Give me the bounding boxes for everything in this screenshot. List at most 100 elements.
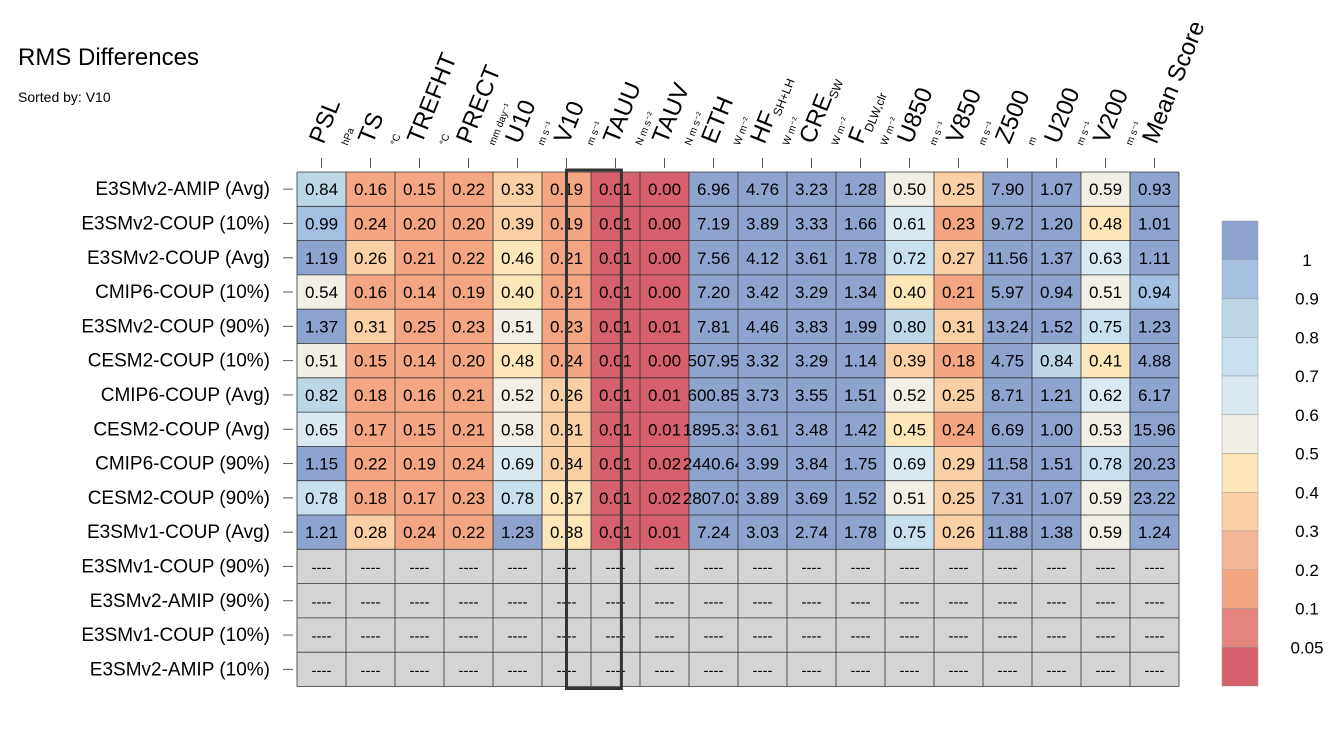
heatmap-cell	[493, 652, 542, 687]
heatmap-cell	[836, 515, 885, 550]
cell-value: 0.48	[501, 352, 534, 371]
colorbar-label: 0.8	[1295, 328, 1319, 347]
heatmap-cell	[444, 412, 493, 447]
cell-value: 0.22	[452, 180, 485, 199]
cell-value: 0.01	[599, 523, 632, 542]
heatmap-cell	[640, 652, 689, 687]
heatmap-cell	[787, 309, 836, 344]
colorbar-segment	[1221, 569, 1259, 609]
cell-value: 1.52	[1040, 317, 1073, 336]
cell-value: 0.52	[893, 386, 926, 405]
cell-value: 11.58	[987, 455, 1028, 474]
cell-value: 0.01	[599, 214, 632, 233]
heatmap-cell	[1081, 412, 1130, 447]
cell-value: 1.37	[305, 317, 338, 336]
heatmap-cell	[297, 343, 346, 378]
heatmap-cell	[1130, 617, 1179, 653]
heatmap-cell	[444, 274, 493, 310]
cell-value: 0.99	[305, 214, 338, 233]
cell-value: ----	[312, 662, 332, 679]
heatmap-cell	[836, 240, 885, 275]
cell-value: ----	[361, 628, 381, 645]
row-label: E3SMv2-AMIP (90%)	[90, 591, 270, 612]
heatmap-cell	[1032, 309, 1081, 344]
cell-value: 3.84	[795, 455, 828, 474]
cell-value: 2.74	[795, 523, 828, 542]
heatmap-cell	[1081, 617, 1130, 653]
cell-value: 0.01	[599, 455, 632, 474]
heatmap-cell	[1130, 480, 1179, 515]
cell-value: 7.90	[991, 180, 1024, 199]
heatmap-cell	[297, 549, 346, 584]
colorbar-label: 0.05	[1290, 638, 1323, 657]
cell-value: ----	[998, 662, 1018, 679]
colorbar-label: 0.4	[1295, 483, 1319, 502]
heatmap-cell	[640, 583, 689, 618]
cell-value: 0.18	[942, 352, 975, 371]
cell-value: 3.61	[795, 249, 828, 268]
cell-value: 0.24	[942, 420, 975, 439]
cell-value: 1.07	[1040, 180, 1073, 199]
heatmap-cell	[297, 446, 346, 481]
cell-value: 3.03	[746, 523, 779, 542]
cell-value: 0.17	[354, 420, 387, 439]
heatmap-cell	[395, 515, 444, 550]
cell-value: 0.22	[452, 249, 485, 268]
colorbar-label: 0.9	[1295, 290, 1319, 309]
cell-value: 0.00	[648, 249, 681, 268]
heatmap-cell	[395, 206, 444, 241]
cell-value: ----	[508, 594, 528, 611]
cell-value: 0.01	[599, 489, 632, 508]
heatmap-cell	[983, 412, 1032, 447]
cell-value: 0.17	[403, 489, 436, 508]
row-label: CMIP6-COUP (10%)	[95, 282, 270, 303]
cell-value: 23.22	[1133, 489, 1176, 508]
heatmap-cell	[885, 172, 934, 207]
cell-value: 0.20	[452, 214, 485, 233]
heatmap-cell	[1032, 446, 1081, 481]
cell-value: 0.82	[305, 386, 338, 405]
heatmap-cell	[787, 377, 836, 413]
cell-value: 0.01	[648, 420, 681, 439]
cell-value: 0.25	[403, 317, 436, 336]
heatmap-cell	[983, 377, 1032, 413]
cell-value: 0.41	[1089, 352, 1122, 371]
cell-value: ----	[753, 628, 773, 645]
heatmap-cell	[836, 480, 885, 515]
cell-value: 1.34	[844, 283, 877, 302]
cell-value: 0.84	[305, 180, 338, 199]
heatmap-cell	[395, 549, 444, 584]
cell-value: 0.52	[501, 386, 534, 405]
heatmap-cell	[983, 172, 1032, 207]
row-label: E3SMv1-COUP (10%)	[81, 625, 270, 646]
heatmap-cell	[640, 480, 689, 515]
cell-value: 0.18	[354, 386, 387, 405]
cell-value: 4.88	[1138, 352, 1171, 371]
heatmap-cell	[297, 515, 346, 550]
cell-value: 0.19	[452, 283, 485, 302]
heatmap-cell	[934, 377, 983, 413]
heatmap-cell	[395, 412, 444, 447]
cell-value: ----	[655, 662, 675, 679]
cell-value: 3.83	[795, 317, 828, 336]
cell-value: ----	[312, 559, 332, 576]
heatmap-cell	[836, 343, 885, 378]
cell-value: 3.33	[795, 214, 828, 233]
heatmap-cell	[885, 652, 934, 687]
heatmap-cell	[689, 240, 738, 275]
heatmap-cell	[1081, 274, 1130, 310]
cell-value: 20.23	[1133, 455, 1176, 474]
heatmap-cell	[346, 377, 395, 413]
cell-value: ----	[655, 628, 675, 645]
heatmap-cell	[591, 172, 640, 207]
heatmap-cell	[934, 480, 983, 515]
heatmap-cell	[983, 549, 1032, 584]
heatmap-cell	[934, 583, 983, 618]
cell-value: 0.31	[942, 317, 975, 336]
heatmap-cell	[493, 309, 542, 344]
cell-value: 0.59	[1089, 523, 1122, 542]
heatmap-cell	[1081, 377, 1130, 413]
cell-value: ----	[410, 662, 430, 679]
heatmap-cell	[591, 652, 640, 687]
cell-value: 3.69	[795, 489, 828, 508]
